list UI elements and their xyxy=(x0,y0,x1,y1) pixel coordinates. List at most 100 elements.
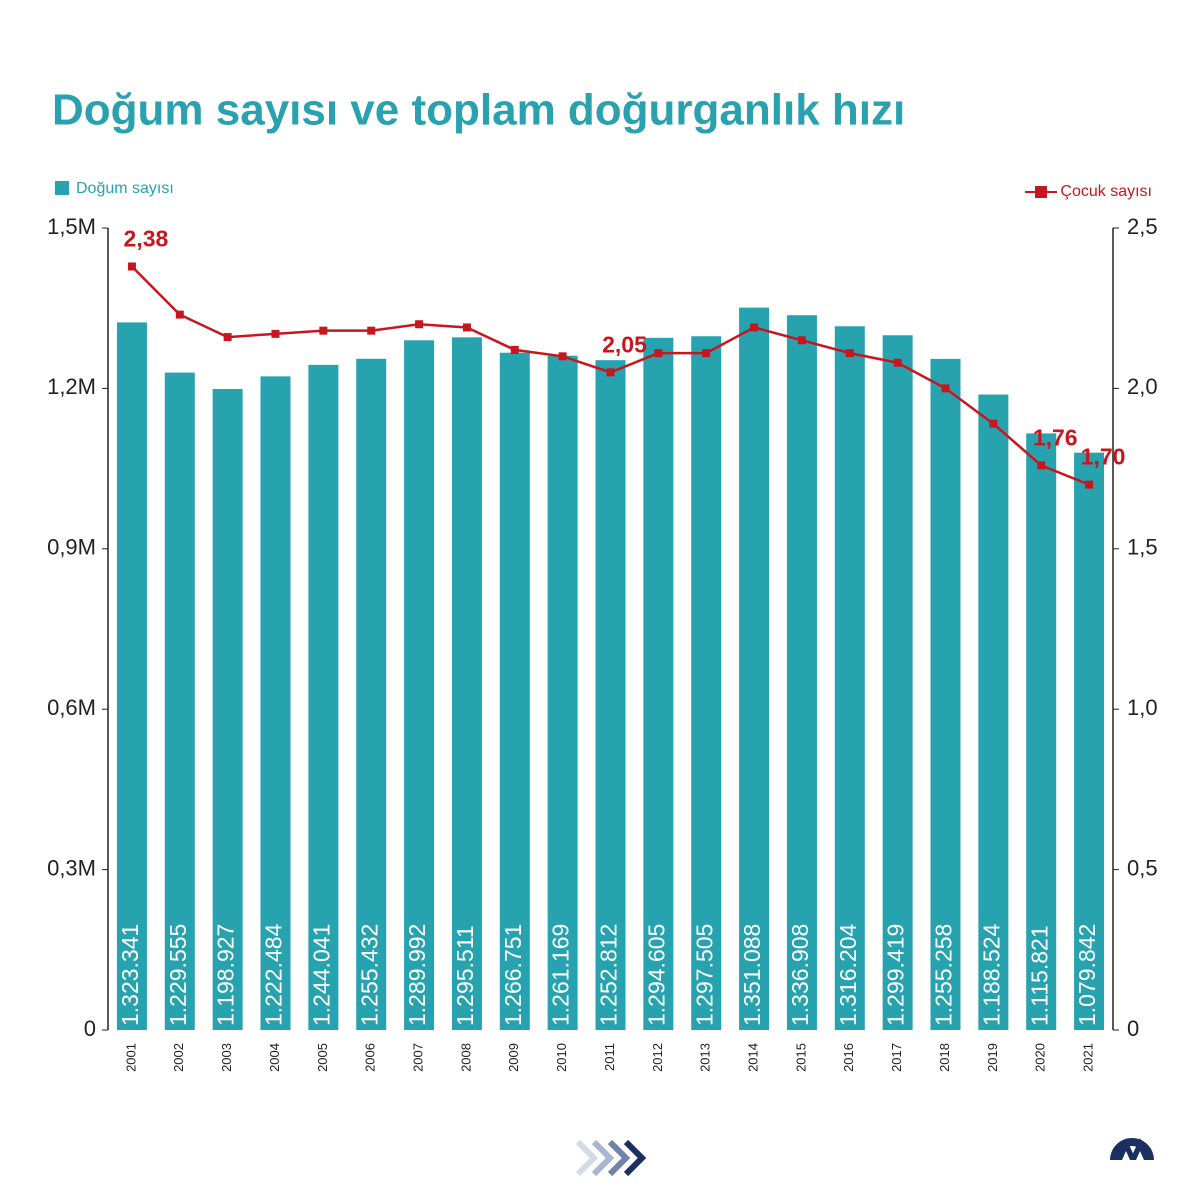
bar-value-label: 1.261.169 xyxy=(548,924,574,1026)
line-marker xyxy=(415,320,424,329)
x-tick-label: 2015 xyxy=(793,1043,808,1072)
legend-label: Doğum sayısı xyxy=(76,180,174,197)
bar-value-label: 1.289.992 xyxy=(404,924,430,1026)
bar-value-label: 1.252.812 xyxy=(596,924,622,1026)
bar xyxy=(451,337,482,1030)
line-value-label: 2,05 xyxy=(602,331,647,357)
y2-tick-label: 1,0 xyxy=(1127,695,1158,720)
bar-value-label: 1.299.419 xyxy=(883,924,909,1026)
line-marker xyxy=(845,349,854,358)
y2-tick-label: 1,5 xyxy=(1127,535,1158,560)
line-marker xyxy=(654,349,663,358)
line-marker xyxy=(606,368,615,377)
bar xyxy=(834,326,865,1030)
bar-value-label: 1.297.505 xyxy=(691,924,717,1026)
bar xyxy=(499,352,530,1031)
y2-tick-label: 2,0 xyxy=(1127,374,1158,399)
bar-value-label: 1.115.821 xyxy=(1026,925,1052,1026)
x-tick-label: 2004 xyxy=(267,1043,282,1072)
line-marker xyxy=(510,345,519,354)
y-tick-label: 0,3M xyxy=(47,855,96,880)
y-tick-label: 0 xyxy=(84,1016,96,1041)
x-tick-label: 2020 xyxy=(1033,1043,1048,1072)
legend-swatch xyxy=(55,181,69,195)
bar xyxy=(212,388,243,1030)
bar xyxy=(691,336,722,1030)
x-tick-label: 2011 xyxy=(602,1043,617,1071)
x-tick-label: 2017 xyxy=(889,1043,904,1072)
x-tick-label: 2013 xyxy=(698,1043,713,1072)
bar-value-label: 1.336.908 xyxy=(787,924,813,1026)
line-value-label: 2,38 xyxy=(124,226,169,252)
x-tick-label: 2012 xyxy=(650,1043,665,1072)
y-tick-label: 0,9M xyxy=(47,535,96,560)
line-marker xyxy=(271,329,280,338)
line-marker xyxy=(558,352,567,361)
bar xyxy=(164,372,195,1031)
line-marker xyxy=(223,333,232,342)
y2-tick-label: 0,5 xyxy=(1127,855,1158,880)
y-tick-label: 0,6M xyxy=(47,695,96,720)
bar xyxy=(930,358,961,1031)
line-marker xyxy=(367,326,376,335)
bar-value-label: 1.198.927 xyxy=(213,924,239,1026)
bar-value-label: 1.244.041 xyxy=(308,924,334,1026)
x-tick-label: 2009 xyxy=(506,1043,521,1072)
x-tick-label: 2014 xyxy=(746,1043,761,1072)
legend-label: Çocuk sayısı xyxy=(1060,183,1152,200)
bar xyxy=(1026,433,1057,1030)
bar xyxy=(1074,452,1105,1030)
x-tick-label: 2021 xyxy=(1081,1043,1096,1072)
bar-value-label: 1.079.842 xyxy=(1074,924,1100,1026)
y2-tick-label: 2,5 xyxy=(1127,214,1158,239)
x-tick-label: 2018 xyxy=(937,1043,952,1072)
bar-value-label: 1.351.088 xyxy=(739,924,765,1026)
line-marker xyxy=(989,419,998,428)
line-marker xyxy=(1037,461,1046,470)
bar-value-label: 1.222.484 xyxy=(261,923,287,1026)
x-tick-label: 2019 xyxy=(985,1043,1000,1072)
bar xyxy=(356,358,387,1031)
line-marker xyxy=(750,323,759,332)
bar-value-label: 1.295.511 xyxy=(452,925,478,1026)
bar-value-label: 1.255.432 xyxy=(356,924,382,1026)
decor-arrows xyxy=(575,1139,647,1177)
x-tick-label: 2003 xyxy=(219,1043,234,1072)
x-tick-label: 2005 xyxy=(315,1043,330,1072)
chart-title: Doğum sayısı ve toplam doğurganlık hızı xyxy=(52,86,905,135)
line-value-label: 1,76 xyxy=(1033,424,1078,450)
line-marker xyxy=(1085,480,1094,489)
logo xyxy=(1110,1138,1154,1160)
bar xyxy=(739,307,770,1030)
bar-value-label: 1.229.555 xyxy=(165,924,191,1026)
bar xyxy=(404,340,435,1030)
bar xyxy=(547,355,578,1031)
bar xyxy=(308,364,339,1030)
legend-marker xyxy=(1035,186,1047,198)
x-tick-label: 2007 xyxy=(411,1043,426,1072)
line-marker xyxy=(175,310,184,319)
y-tick-label: 1,5M xyxy=(47,214,96,239)
line-marker xyxy=(702,349,711,358)
line-marker xyxy=(941,384,950,393)
y-tick-label: 1,2M xyxy=(47,374,96,399)
line-marker xyxy=(319,326,328,335)
bar-value-label: 1.316.204 xyxy=(835,923,861,1026)
bar xyxy=(882,335,913,1030)
bar xyxy=(116,322,147,1030)
bar xyxy=(595,360,626,1030)
line-marker xyxy=(462,323,471,332)
bar xyxy=(786,315,817,1031)
bar-value-label: 1.255.258 xyxy=(931,924,957,1026)
bar xyxy=(643,337,674,1030)
x-tick-label: 2008 xyxy=(458,1043,473,1072)
line-value-label: 1,70 xyxy=(1081,444,1126,470)
x-tick-label: 2001 xyxy=(123,1043,138,1072)
line-marker xyxy=(797,336,806,345)
x-tick-label: 2010 xyxy=(554,1043,569,1072)
bar-value-label: 1.188.524 xyxy=(978,923,1004,1026)
x-tick-label: 2006 xyxy=(363,1043,378,1072)
bar xyxy=(260,376,291,1030)
bar-value-label: 1.266.751 xyxy=(500,924,526,1026)
bar-value-label: 1.323.341 xyxy=(117,924,143,1026)
